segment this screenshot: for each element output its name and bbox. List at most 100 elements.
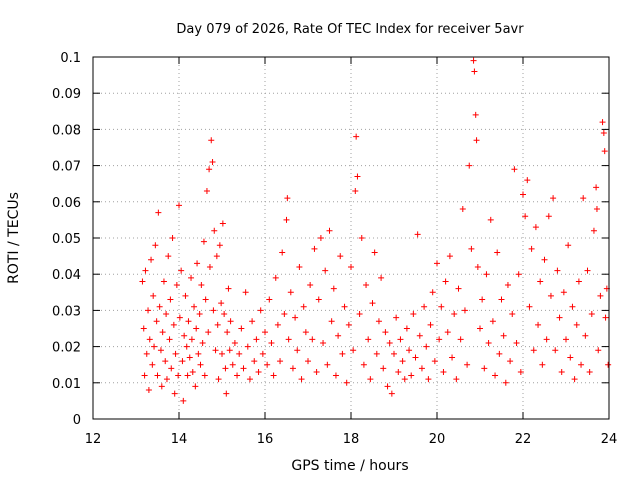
data-point <box>311 245 318 252</box>
data-point <box>360 361 367 368</box>
data-point <box>199 339 206 346</box>
data-point <box>397 336 404 343</box>
data-point <box>224 329 231 336</box>
data-point <box>345 321 352 328</box>
data-point <box>483 271 490 278</box>
data-point <box>470 57 477 64</box>
data-point <box>255 368 262 375</box>
data-point <box>429 289 436 296</box>
data-point <box>279 249 286 256</box>
data-point <box>259 350 266 357</box>
data-point <box>163 311 170 318</box>
data-point <box>520 191 526 198</box>
data-point <box>315 296 322 303</box>
data-point <box>515 271 522 278</box>
data-point <box>378 274 385 281</box>
data-point <box>406 347 413 354</box>
data-point <box>145 387 152 394</box>
data-point <box>440 368 447 375</box>
data-point <box>414 231 421 238</box>
data-point <box>580 195 587 202</box>
data-point <box>552 347 559 354</box>
data-point <box>231 339 238 346</box>
data-point <box>185 318 192 325</box>
y-axis-label: ROTI / TECUs <box>6 192 22 284</box>
data-point <box>586 368 593 375</box>
data-point <box>203 187 210 194</box>
data-point <box>223 390 230 397</box>
y-tick-label: 0.04 <box>52 268 81 283</box>
data-point <box>175 372 182 379</box>
data-point <box>264 361 271 368</box>
data-point <box>200 238 207 245</box>
data-point <box>541 256 548 263</box>
data-point <box>257 307 264 314</box>
data-point <box>317 235 324 241</box>
data-point <box>504 282 511 289</box>
data-point <box>597 292 604 299</box>
data-point <box>240 365 247 372</box>
data-point <box>148 256 155 263</box>
data-point <box>578 361 585 368</box>
data-point <box>166 336 173 343</box>
data-point <box>171 390 178 397</box>
data-point <box>150 292 157 299</box>
data-point <box>277 358 284 365</box>
data-point <box>149 361 156 368</box>
data-point <box>181 332 188 339</box>
data-point <box>602 314 609 321</box>
data-point <box>157 347 164 354</box>
data-point <box>365 336 372 343</box>
data-point <box>242 289 249 296</box>
data-point <box>599 119 606 126</box>
data-point <box>477 325 483 332</box>
data-point <box>498 296 505 303</box>
data-point <box>168 365 175 372</box>
data-point <box>575 278 582 285</box>
data-point <box>354 173 361 180</box>
data-point <box>418 365 425 372</box>
data-point <box>431 358 438 365</box>
chart-title: Day 079 of 2026, Rate Of TEC Index for r… <box>176 22 524 37</box>
data-point <box>270 372 277 379</box>
data-point <box>268 339 275 346</box>
data-point <box>194 260 201 267</box>
data-point <box>179 358 186 365</box>
data-point <box>494 249 501 256</box>
data-point <box>140 325 147 332</box>
data-point <box>284 195 291 202</box>
data-point <box>218 300 225 307</box>
data-point <box>434 260 440 267</box>
data-point <box>274 321 281 328</box>
data-point <box>249 318 256 325</box>
data-point <box>517 368 524 375</box>
data-point <box>208 137 215 144</box>
x-tick-label: 18 <box>343 432 360 447</box>
x-tick-label: 24 <box>601 432 618 447</box>
data-point <box>226 347 233 354</box>
data-point <box>558 368 565 375</box>
data-point <box>225 285 232 292</box>
data-point <box>502 379 509 386</box>
data-point <box>198 282 205 289</box>
data-point <box>363 282 370 289</box>
data-point <box>375 318 382 325</box>
data-point <box>219 350 225 357</box>
data-point <box>539 361 546 368</box>
data-point <box>511 166 518 173</box>
data-point <box>399 358 406 365</box>
data-point <box>464 361 471 368</box>
data-point <box>569 303 576 310</box>
data-point <box>412 354 419 361</box>
data-point <box>350 347 357 354</box>
data-point <box>388 390 395 397</box>
data-point <box>593 184 600 191</box>
data-point <box>601 148 608 155</box>
data-point <box>153 318 160 325</box>
data-point <box>526 303 533 310</box>
data-point <box>427 321 434 328</box>
data-point <box>330 285 337 292</box>
data-point <box>283 216 290 223</box>
data-point <box>188 336 195 343</box>
